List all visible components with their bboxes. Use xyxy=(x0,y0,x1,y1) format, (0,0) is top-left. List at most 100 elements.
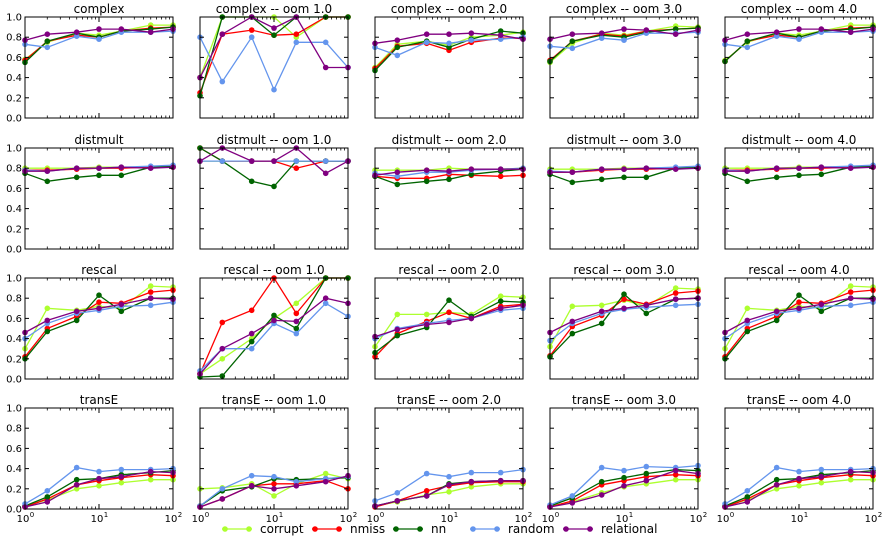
series-line-nn xyxy=(199,147,348,188)
data-point-nmiss xyxy=(672,471,679,478)
x-tick-label: 10 xyxy=(192,514,205,525)
data-point-relational xyxy=(847,468,854,475)
x-tick-exponent: 2 xyxy=(703,511,707,519)
data-point-relational xyxy=(621,26,627,32)
data-point-relational xyxy=(73,165,80,171)
x-tick-label: 10 xyxy=(865,514,878,525)
y-tick-label: 0.4 xyxy=(6,73,22,84)
data-point-random xyxy=(569,45,576,52)
x-tick-label: 10 xyxy=(791,514,804,525)
data-point-nmiss xyxy=(672,290,679,296)
series-group xyxy=(722,464,876,510)
panel-title: rescal -- oom 2.0 xyxy=(398,263,499,277)
data-point-nn xyxy=(744,494,751,500)
data-point-relational xyxy=(219,496,226,502)
legend-label: nmiss xyxy=(350,522,385,536)
data-point-relational xyxy=(744,317,751,324)
data-point-corrupt xyxy=(468,484,475,490)
x-tick-exponent: 0 xyxy=(555,511,559,519)
x-tick-exponent: 1 xyxy=(279,511,283,519)
data-point-random xyxy=(293,158,300,164)
series-group xyxy=(22,283,176,362)
x-tick-exponent: 0 xyxy=(380,511,384,519)
legend-label: nn xyxy=(431,522,446,536)
data-point-relational xyxy=(773,308,780,315)
series-group xyxy=(22,22,176,66)
data-point-random xyxy=(293,39,300,46)
panel-title: distmult -- oom 1.0 xyxy=(217,133,332,147)
panel-title: rescal -- oom 1.0 xyxy=(223,263,324,277)
x-tick-exponent: 0 xyxy=(730,511,734,519)
chart-panel: transE -- oom 2.010 0 10 1 10 2 xyxy=(367,393,533,525)
series-group xyxy=(547,23,701,66)
data-point-relational xyxy=(773,165,780,171)
chart-panel: transE -- oom 1.010 0 10 1 10 2 xyxy=(192,393,358,525)
legend-marker xyxy=(494,526,500,532)
plot-frame xyxy=(199,277,349,380)
data-point-random xyxy=(423,39,430,46)
data-point-random xyxy=(773,33,780,39)
data-point-corrupt xyxy=(818,479,825,486)
data-point-nn xyxy=(569,330,576,337)
x-tick-label: 10 xyxy=(441,514,454,525)
data-point-nn xyxy=(818,308,825,315)
data-point-relational xyxy=(497,305,504,312)
x-tick-label: 10 xyxy=(616,514,629,525)
series-group xyxy=(722,22,876,65)
data-point-nn xyxy=(569,179,576,186)
data-point-random xyxy=(44,488,51,494)
data-point-relational xyxy=(248,483,255,489)
data-point-relational xyxy=(147,165,154,171)
legend-label: corrupt xyxy=(260,522,304,536)
data-point-relational xyxy=(569,169,576,175)
data-point-relational xyxy=(468,478,475,485)
chart-panel: transE -- oom 4.010 0 10 1 10 2 xyxy=(717,393,883,525)
data-point-nn xyxy=(621,291,627,298)
x-tick-exponent: 2 xyxy=(178,511,182,519)
data-point-corrupt xyxy=(147,283,154,289)
chart-panel: rescal -- oom 4.0 xyxy=(722,263,876,380)
data-point-random xyxy=(744,488,751,494)
y-tick-label: 0.0 xyxy=(6,114,22,125)
data-point-relational xyxy=(446,31,452,37)
data-point-nmiss xyxy=(293,310,300,317)
x-tick-exponent: 1 xyxy=(454,511,458,519)
data-point-random xyxy=(73,464,80,471)
panel-title: distmult -- oom 3.0 xyxy=(567,133,682,147)
legend-marker xyxy=(587,526,593,532)
x-tick-label: 10 xyxy=(165,514,178,525)
data-point-relational xyxy=(219,345,226,352)
data-point-random xyxy=(468,37,475,43)
data-point-relational xyxy=(598,166,605,172)
data-point-nn xyxy=(73,476,80,483)
data-point-relational xyxy=(672,31,679,37)
chart-panel: rescal 0.0 0.2 0.4 0.6 0.8 1.0 xyxy=(6,263,176,386)
panel-title: rescal -- oom 3.0 xyxy=(573,263,674,277)
chart-panel: rescal -- oom 1.0 xyxy=(197,263,351,380)
plot-frame xyxy=(724,407,874,510)
data-point-nn xyxy=(44,494,51,500)
data-point-nn xyxy=(248,178,255,185)
data-point-nn xyxy=(773,317,780,324)
chart-panel: complex 0.0 0.2 0.4 0.6 0.8 1.0 xyxy=(6,2,176,125)
data-point-relational xyxy=(569,31,576,37)
series-group xyxy=(197,14,351,99)
chart-panel: complex -- oom 2.0 xyxy=(372,2,526,119)
data-point-random xyxy=(598,35,605,41)
data-point-relational xyxy=(643,477,650,484)
data-point-nmiss xyxy=(621,296,627,303)
data-point-relational xyxy=(744,168,751,174)
chart-panel: distmult -- oom 1.0 xyxy=(197,133,351,250)
legend-marker xyxy=(246,526,252,532)
data-point-relational xyxy=(621,305,627,312)
y-tick-label: 0.8 xyxy=(6,164,22,175)
series-group xyxy=(197,470,351,510)
data-point-nmiss xyxy=(248,27,255,33)
data-point-nmiss xyxy=(423,488,430,494)
data-point-random xyxy=(847,302,854,309)
data-point-nmiss xyxy=(446,309,452,316)
chart-panel: distmult -- oom 3.0 xyxy=(547,133,701,250)
data-point-relational xyxy=(293,483,300,489)
data-point-random xyxy=(394,173,401,180)
